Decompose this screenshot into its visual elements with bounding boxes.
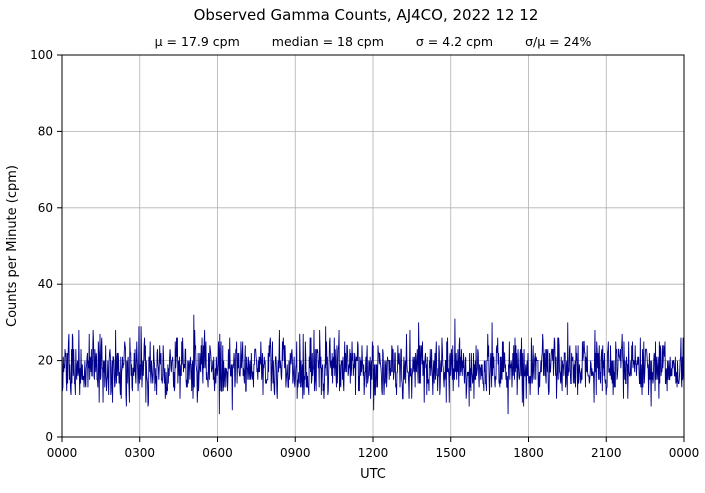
y-tick-label: 0 <box>45 430 53 444</box>
y-tick-label: 40 <box>38 277 53 291</box>
x-tick-label: 1200 <box>358 446 389 460</box>
x-tick-label: 0600 <box>202 446 233 460</box>
x-tick-label: 0300 <box>124 446 155 460</box>
stat-median: median = 18 cpm <box>272 34 384 49</box>
x-tick-label: 1500 <box>435 446 466 460</box>
axis-ticks <box>57 54 685 442</box>
x-tick-label: 0000 <box>669 446 700 460</box>
y-tick-label: 60 <box>38 201 53 215</box>
stat-sigma: σ = 4.2 cpm <box>416 34 493 49</box>
y-tick-label: 20 <box>38 354 53 368</box>
stat-sigma-over-mean: σ/μ = 24% <box>525 34 591 49</box>
data-series <box>61 314 685 415</box>
x-tick-label: 2100 <box>591 446 622 460</box>
stat-mean: μ = 17.9 cpm <box>155 34 240 49</box>
y-axis-label: Counts per Minute (cpm) <box>5 165 20 327</box>
y-tick-label: 80 <box>38 124 53 138</box>
gamma-counts-line <box>61 314 685 415</box>
y-tick-label: 100 <box>30 48 53 62</box>
x-axis-label: UTC <box>360 467 386 482</box>
x-tick-label: 0900 <box>280 446 311 460</box>
x-tick-label: 1800 <box>513 446 544 460</box>
tick-labels: 0 20 40 60 80 100 0000 0300 0600 0900 1200 1500 1800… <box>30 48 699 460</box>
chart-subtitle: μ = 17.9 cpm median = 18 cpm σ = 4.2 cpm… <box>155 34 592 49</box>
x-tick-label: 0000 <box>47 446 78 460</box>
chart-title: Observed Gamma Counts, AJ4CO, 2022 12 12 <box>194 6 539 24</box>
